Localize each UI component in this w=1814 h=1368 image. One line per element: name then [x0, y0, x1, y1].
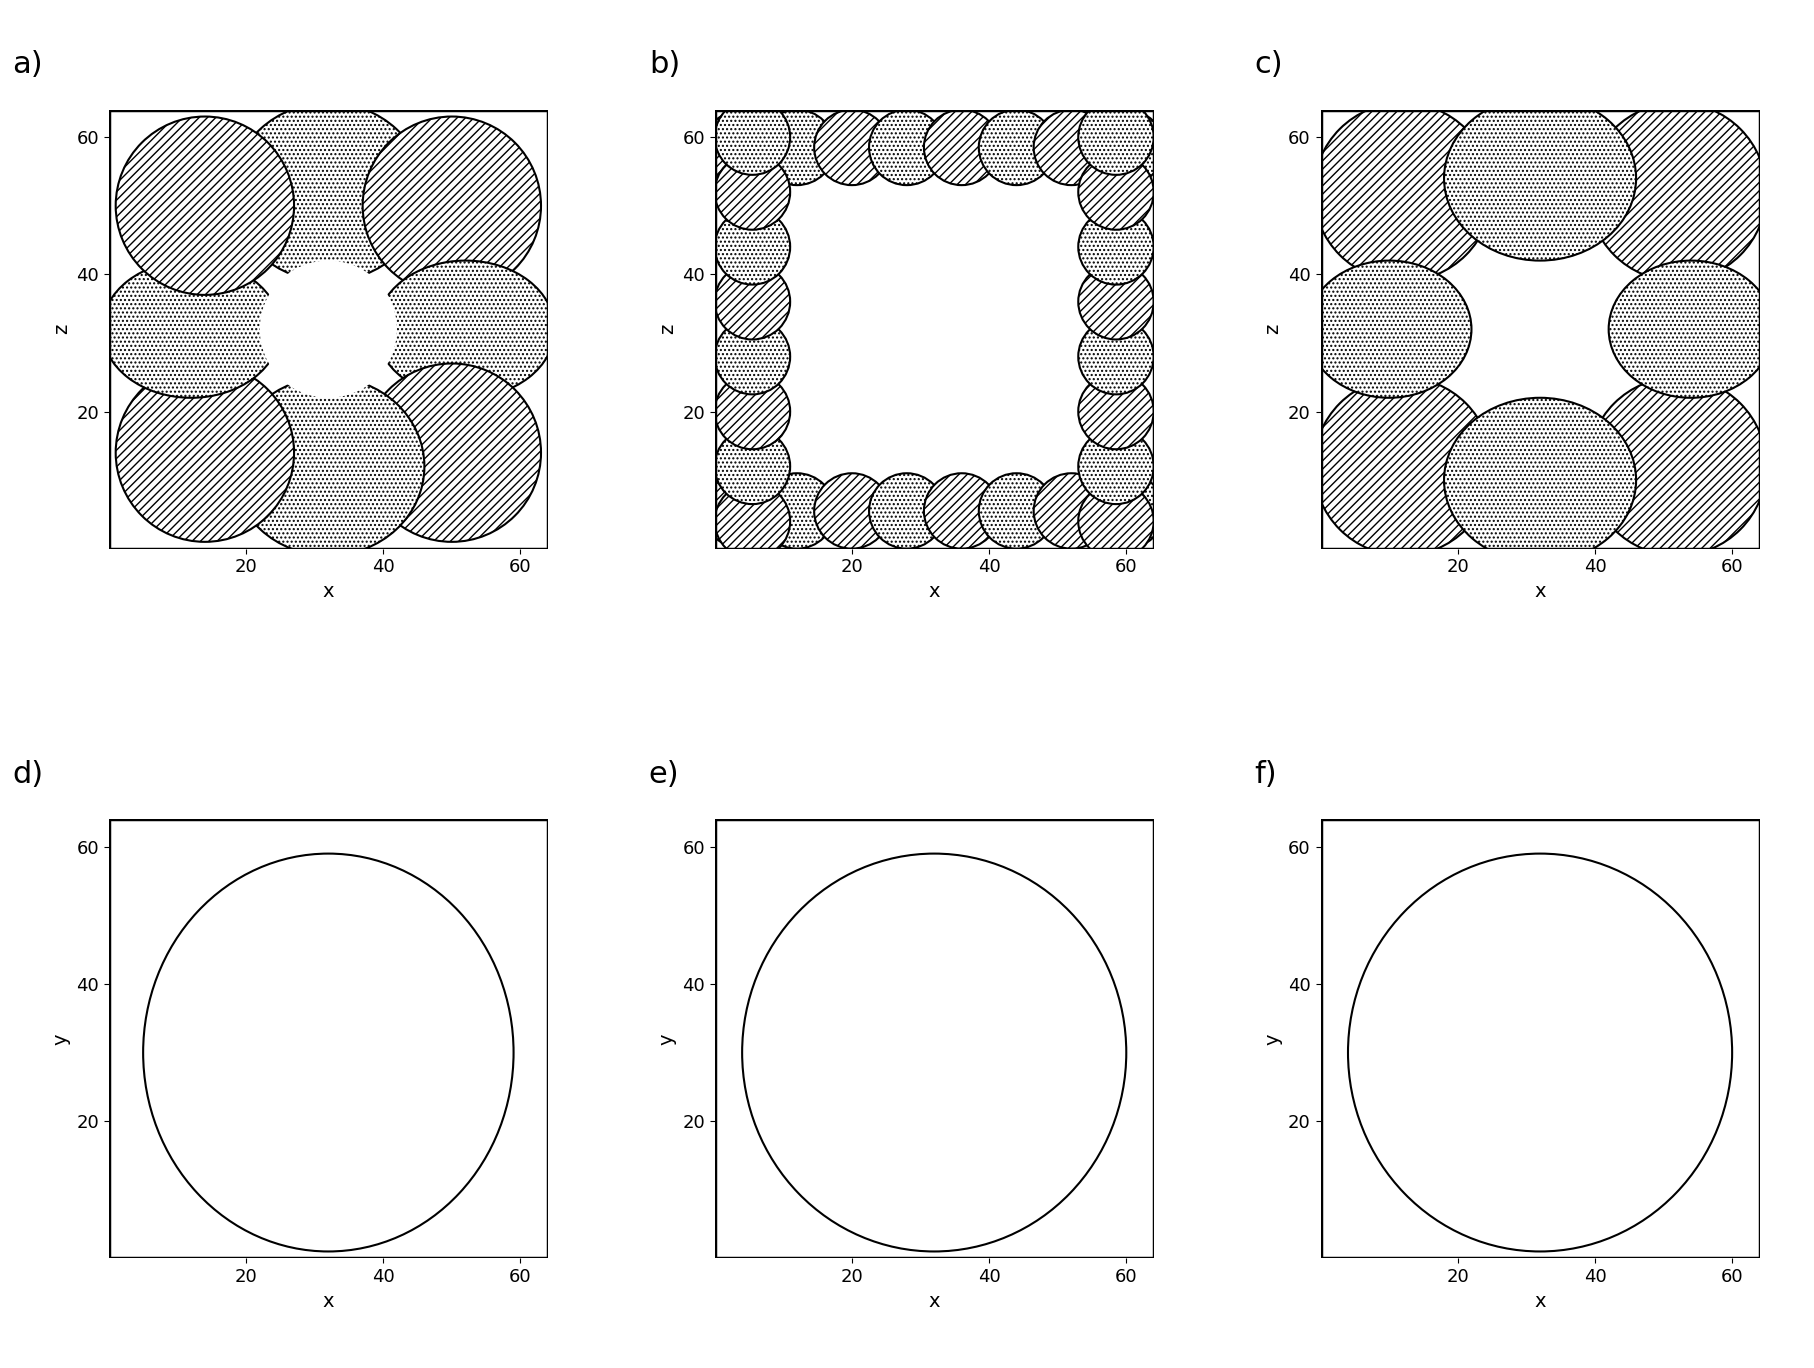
Ellipse shape — [1078, 100, 1154, 175]
X-axis label: x: x — [323, 1291, 334, 1311]
Bar — [328, 330, 548, 549]
Y-axis label: y: y — [658, 1033, 677, 1045]
Ellipse shape — [1306, 260, 1471, 398]
Ellipse shape — [1078, 373, 1154, 449]
Ellipse shape — [1444, 96, 1636, 260]
Ellipse shape — [232, 103, 424, 282]
Bar — [328, 819, 548, 1259]
Ellipse shape — [1034, 109, 1108, 185]
Polygon shape — [1321, 1135, 1444, 1259]
Ellipse shape — [1034, 473, 1108, 549]
Ellipse shape — [715, 209, 791, 285]
Text: b): b) — [649, 51, 680, 79]
Ellipse shape — [1088, 109, 1165, 185]
Ellipse shape — [869, 109, 945, 185]
Bar — [328, 109, 548, 330]
X-axis label: x: x — [323, 581, 334, 601]
Ellipse shape — [715, 428, 791, 505]
Ellipse shape — [375, 260, 555, 398]
Bar — [109, 819, 328, 1259]
Ellipse shape — [1078, 264, 1154, 339]
Ellipse shape — [869, 473, 945, 549]
Ellipse shape — [116, 364, 294, 542]
Text: e): e) — [649, 759, 680, 788]
Ellipse shape — [704, 109, 780, 185]
Ellipse shape — [742, 854, 1126, 1252]
Ellipse shape — [760, 109, 834, 185]
X-axis label: x: x — [1535, 1291, 1546, 1311]
X-axis label: x: x — [929, 581, 940, 601]
Ellipse shape — [715, 483, 791, 560]
Y-axis label: z: z — [658, 324, 677, 334]
Ellipse shape — [715, 373, 791, 449]
Ellipse shape — [1088, 473, 1165, 549]
Ellipse shape — [715, 155, 791, 230]
Ellipse shape — [143, 854, 513, 1252]
Polygon shape — [1540, 819, 1760, 1038]
Ellipse shape — [1609, 260, 1774, 398]
Ellipse shape — [715, 264, 791, 339]
Ellipse shape — [116, 116, 294, 295]
Ellipse shape — [1078, 428, 1154, 505]
Ellipse shape — [704, 473, 780, 549]
Text: d): d) — [13, 759, 44, 788]
Ellipse shape — [923, 109, 1000, 185]
Ellipse shape — [1348, 854, 1732, 1252]
Y-axis label: z: z — [1264, 324, 1282, 334]
Circle shape — [1471, 260, 1609, 398]
Ellipse shape — [1078, 155, 1154, 230]
Text: c): c) — [1255, 51, 1282, 79]
Y-axis label: y: y — [1264, 1033, 1282, 1045]
Bar — [109, 330, 328, 549]
Ellipse shape — [715, 100, 791, 175]
Ellipse shape — [363, 364, 541, 542]
Y-axis label: z: z — [53, 324, 71, 334]
Ellipse shape — [980, 473, 1054, 549]
Text: f): f) — [1255, 759, 1277, 788]
Ellipse shape — [1313, 103, 1493, 282]
Text: a): a) — [13, 51, 44, 79]
Ellipse shape — [1444, 398, 1636, 562]
Ellipse shape — [1078, 209, 1154, 285]
Circle shape — [259, 260, 397, 398]
Ellipse shape — [232, 378, 424, 555]
Ellipse shape — [715, 319, 791, 394]
Ellipse shape — [814, 109, 889, 185]
Ellipse shape — [814, 473, 889, 549]
X-axis label: x: x — [1535, 581, 1546, 601]
Ellipse shape — [102, 260, 281, 398]
Y-axis label: y: y — [53, 1033, 71, 1045]
Ellipse shape — [760, 473, 834, 549]
Ellipse shape — [980, 109, 1054, 185]
Ellipse shape — [363, 116, 541, 295]
Ellipse shape — [1313, 378, 1493, 555]
Ellipse shape — [1078, 483, 1154, 560]
Ellipse shape — [1078, 319, 1154, 394]
Ellipse shape — [1587, 103, 1767, 282]
X-axis label: x: x — [929, 1291, 940, 1311]
Ellipse shape — [923, 473, 1000, 549]
Ellipse shape — [1587, 378, 1767, 555]
Bar — [109, 109, 328, 330]
